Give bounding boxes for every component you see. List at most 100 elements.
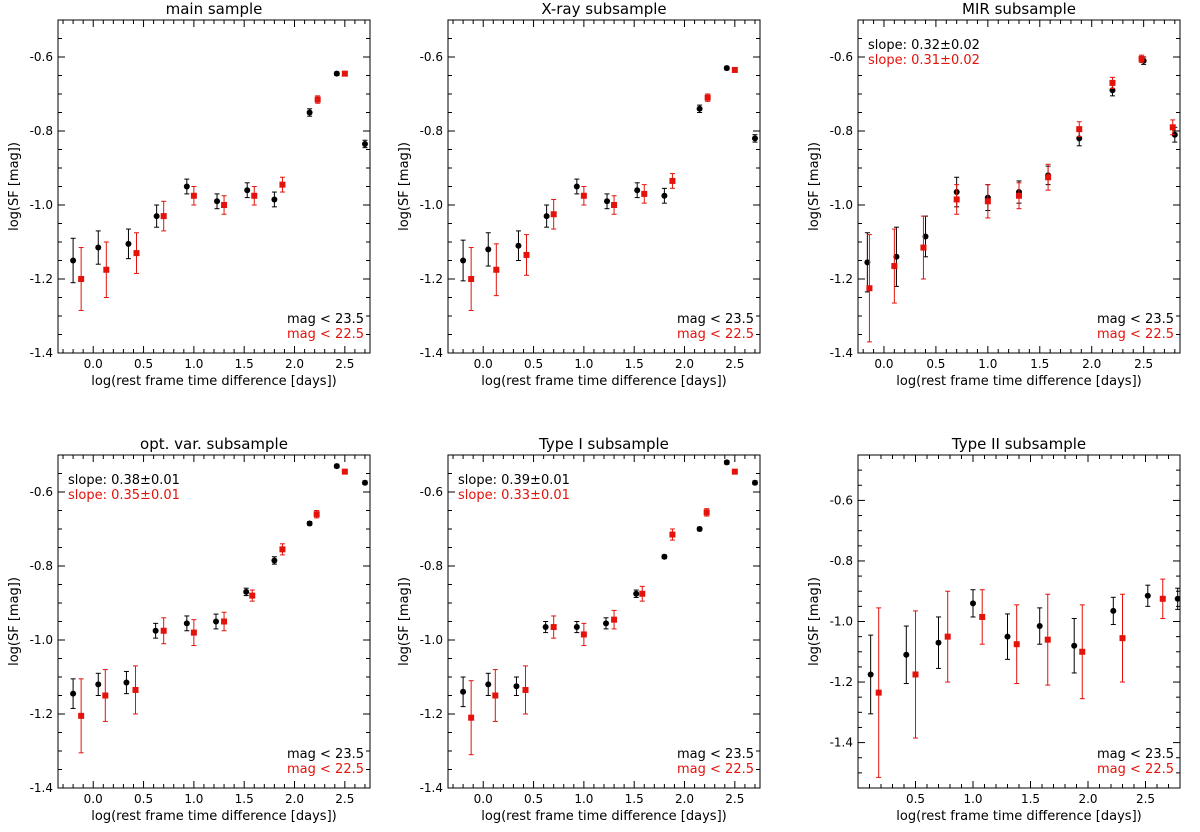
data-layer: [70, 463, 376, 754]
y-tick-label: -1.2: [30, 272, 53, 286]
data-point-black: [573, 624, 580, 631]
data-point-black: [243, 588, 250, 595]
data-point-black: [152, 627, 159, 634]
chart-panel-1: main sample 0.0 0.5 1.0 1.5 2.0 2.5 -1.4 -1.2 -1.…: [7, 0, 371, 389]
data-layer: [460, 459, 766, 756]
data-point-red: [1159, 595, 1166, 602]
data-point-black: [125, 240, 132, 247]
chart-panel-3: MIR subsample 0.0 0.5 1.0 1.5 2.0 2.5 -1.4 -1.2 -…: [807, 0, 1181, 389]
y-tick-label: -1.0: [30, 198, 53, 212]
y-axis-label: log(SF [mag]): [397, 142, 412, 231]
y-tick-label: -1.2: [30, 707, 53, 721]
data-point-red: [760, 169, 766, 175]
data-point-red: [313, 511, 320, 518]
data-point-red: [132, 686, 139, 693]
y-tick-label: -0.8: [830, 554, 853, 568]
x-tick-label: 2.0: [285, 357, 304, 371]
y-tick-label: -0.8: [420, 124, 443, 138]
data-point-red: [190, 192, 197, 199]
y-axis-label: log(SF [mag]): [807, 577, 822, 666]
data-point-black: [603, 620, 610, 627]
x-tick-label: 2.5: [335, 357, 354, 371]
x-tick-label: 1.5: [625, 792, 644, 806]
x-tick-label: 0.0: [474, 792, 493, 806]
data-point-red: [1076, 126, 1083, 133]
data-point-red: [103, 266, 110, 273]
data-point-black: [696, 526, 703, 532]
y-tick-label: -1.4: [420, 346, 443, 360]
data-point-red: [468, 276, 475, 282]
axes-frame: [447, 19, 761, 354]
data-point-red: [279, 546, 286, 553]
data-point-black: [634, 187, 641, 194]
y-tick-label: -0.6: [830, 493, 853, 507]
data-layer: [864, 54, 1178, 343]
data-point-black: [1144, 592, 1151, 599]
y-tick-label: -1.0: [830, 615, 853, 629]
data-point-black: [661, 192, 668, 199]
x-axis-label: log(rest frame time difference [days]): [481, 374, 726, 389]
data-point-black: [183, 620, 190, 627]
x-axis-label: log(rest frame time difference [days]): [481, 809, 726, 824]
data-point-red: [1044, 636, 1051, 643]
y-tick-label: -1.4: [830, 736, 853, 750]
data-point-red: [639, 590, 646, 597]
data-point-red: [669, 177, 676, 184]
data-point-red: [703, 509, 710, 516]
data-point-red: [78, 276, 85, 282]
x-tick-label: 1.5: [625, 357, 644, 371]
data-point-black: [1174, 595, 1180, 602]
x-tick-label: 2.0: [1078, 792, 1097, 806]
data-point-black: [864, 259, 871, 266]
y-axis-label: log(SF [mag]): [7, 142, 22, 231]
data-point-red: [1109, 79, 1116, 86]
x-tick-label: 2.0: [1082, 357, 1101, 371]
data-point-black: [633, 590, 640, 597]
legend-black: mag < 23.5: [1097, 747, 1174, 762]
x-tick-label: 0.0: [874, 357, 893, 371]
y-tick-label: -1.0: [420, 198, 443, 212]
legend-red: mag < 22.5: [287, 327, 364, 342]
data-point-red: [160, 213, 167, 220]
chart-title: Type I subsample: [538, 435, 669, 453]
x-axis-label: log(rest frame time difference [days]): [91, 809, 336, 824]
legend-black: mag < 23.5: [287, 747, 364, 762]
x-tick-label: 2.0: [675, 357, 694, 371]
slope-label-black: slope: 0.32±0.02: [868, 38, 980, 53]
y-tick-label: -1.0: [830, 198, 853, 212]
y-tick-label: -1.0: [420, 633, 443, 647]
data-point-red: [580, 192, 587, 199]
x-tick-label: 1.0: [963, 792, 982, 806]
x-tick-label: 0.5: [926, 357, 945, 371]
data-point-black: [751, 479, 758, 486]
data-point-black: [213, 618, 220, 625]
y-axis-label: log(SF [mag]): [397, 577, 412, 666]
data-point-red: [1119, 635, 1126, 642]
data-point-red: [279, 181, 286, 188]
data-point-red: [953, 196, 960, 203]
data-point-black: [460, 688, 467, 695]
chart-panel-2: X-ray subsample 0.0 0.5 1.0 1.5 2.0 2.5 -1.4 -1.…: [397, 0, 766, 389]
data-layer: [70, 70, 368, 311]
chart-title: MIR subsample: [962, 0, 1076, 18]
data-point-red: [1016, 192, 1022, 199]
data-point-black: [271, 196, 278, 203]
legend-red: mag < 22.5: [1097, 327, 1174, 342]
x-tick-label: 0.0: [474, 357, 493, 371]
data-point-black: [214, 198, 221, 205]
slope-label-red: slope: 0.33±0.01: [458, 488, 570, 503]
data-point-red: [731, 468, 738, 475]
data-point-red: [160, 627, 167, 634]
x-tick-label: 0.5: [134, 357, 153, 371]
data-point-red: [760, 509, 766, 515]
data-point-red: [370, 506, 376, 512]
chart-title: main sample: [166, 0, 263, 18]
x-tick-label: 1.0: [184, 357, 203, 371]
y-tick-label: -1.2: [420, 707, 443, 721]
axes-frame: [57, 19, 371, 354]
legend-black: mag < 23.5: [1097, 312, 1174, 327]
data-point-black: [542, 624, 549, 631]
data-point-red: [1189, 596, 1195, 602]
data-point-red: [1169, 124, 1176, 131]
data-point-red: [866, 285, 873, 292]
